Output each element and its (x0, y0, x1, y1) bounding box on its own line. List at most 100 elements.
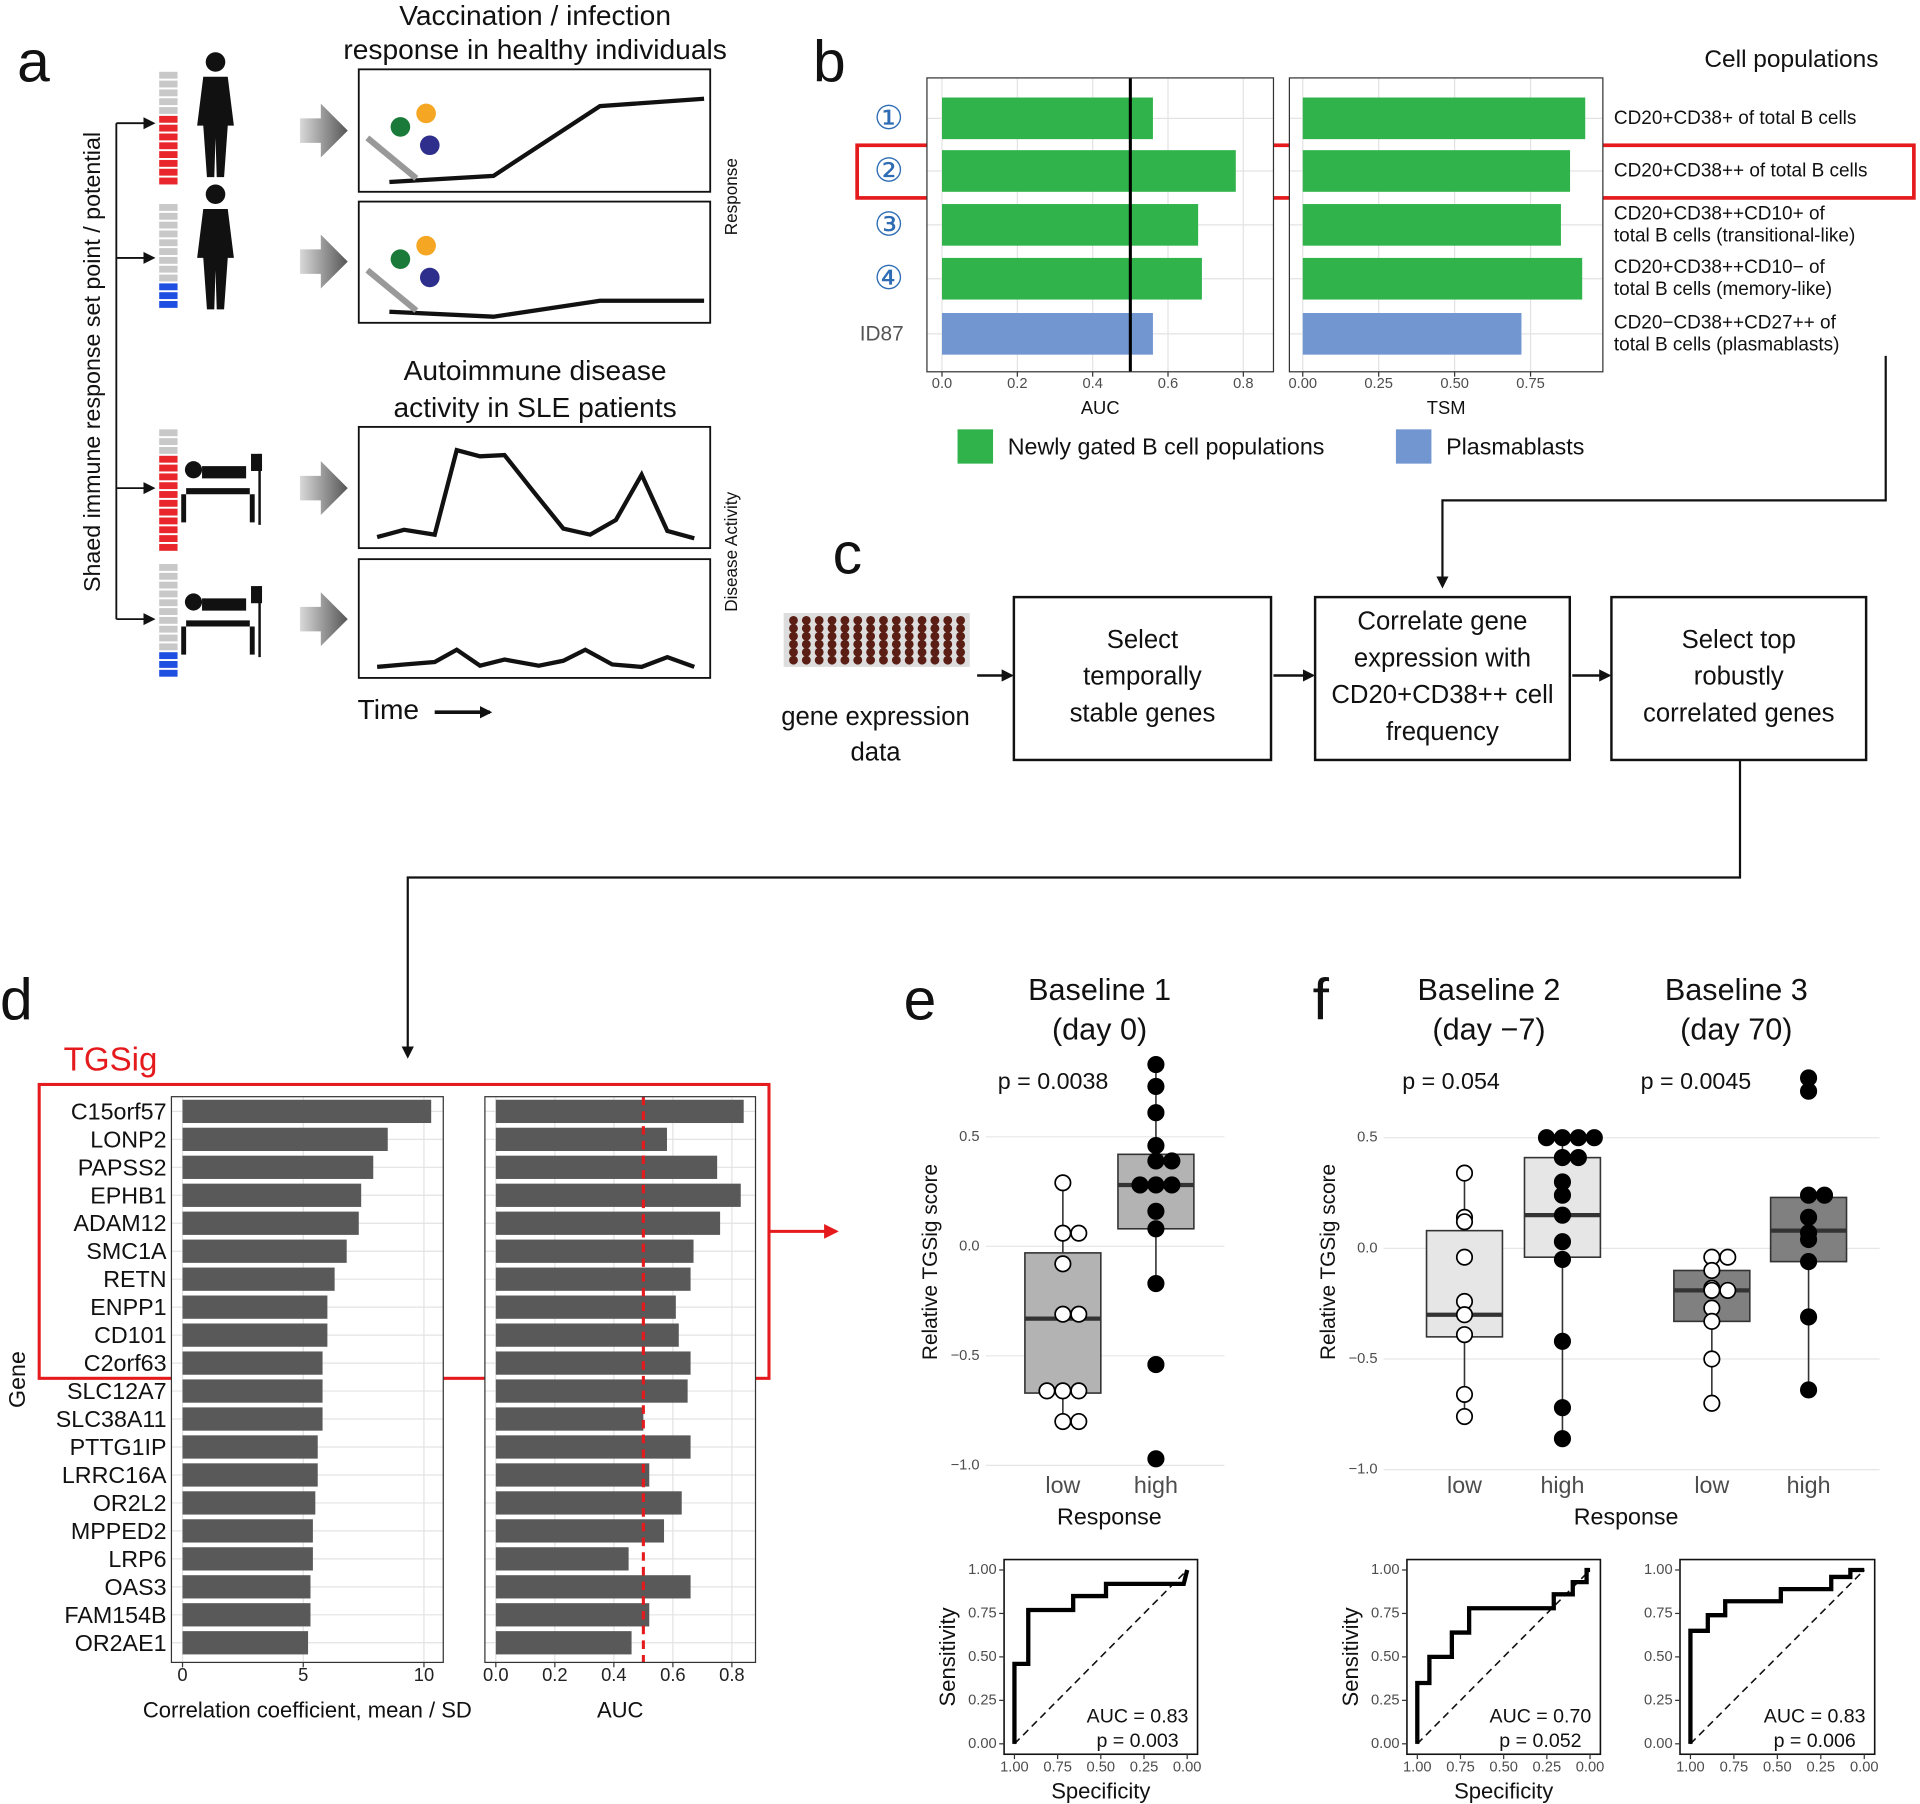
x-tick-label: 0.75 (1446, 1760, 1475, 1776)
bar (495, 1603, 650, 1627)
well (917, 647, 927, 657)
panel-label: d (0, 967, 33, 1032)
signature-label: TGSig (64, 1041, 158, 1078)
row-label: OAS3 (104, 1574, 166, 1600)
bar (182, 1183, 362, 1207)
x-tick-label: 0.50 (1489, 1760, 1518, 1776)
x-tick-label: 0.25 (1130, 1760, 1159, 1776)
bar (942, 204, 1199, 246)
point (1703, 1281, 1721, 1299)
well (814, 623, 824, 633)
color-cell (159, 491, 178, 498)
color-cell (159, 643, 178, 651)
well (879, 623, 888, 633)
bar (942, 313, 1153, 355)
illustration-boxes (357, 68, 712, 679)
color-cell (159, 581, 178, 589)
well (891, 623, 901, 633)
annotation: p = 0.006 (1774, 1730, 1856, 1752)
well (814, 615, 824, 625)
point (1799, 1208, 1818, 1226)
well (879, 647, 888, 657)
axis-title: Specificity (1454, 1778, 1553, 1803)
annotation: p = 0.054 (1402, 1068, 1500, 1094)
row-label: ENPP1 (90, 1294, 166, 1320)
bar (1302, 97, 1586, 140)
well (956, 623, 966, 633)
point (1569, 1149, 1587, 1167)
point (1070, 1305, 1088, 1323)
well (956, 655, 966, 665)
color-cell (159, 204, 178, 211)
y-tick-label: 0.75 (968, 1605, 997, 1621)
x-tick-label: 0 (177, 1664, 187, 1685)
color-cell (159, 543, 178, 551)
x-tick-label: high (1540, 1472, 1584, 1498)
bar (495, 1239, 694, 1263)
bar (1302, 257, 1583, 300)
y-tick-label: 0.00 (1371, 1736, 1400, 1752)
bar (495, 1547, 629, 1571)
color-cell (159, 115, 178, 123)
axis-title: Gene (4, 1351, 30, 1408)
plate-image (783, 613, 970, 667)
point (1147, 1055, 1165, 1074)
well (956, 639, 966, 649)
bar (495, 1631, 632, 1655)
point (1553, 1233, 1572, 1251)
title: Baseline 1 (1028, 973, 1171, 1007)
well (891, 655, 901, 665)
y-tick-label: 0.0 (959, 1238, 979, 1254)
well (956, 631, 966, 641)
point (1054, 1255, 1072, 1273)
color-cell (159, 283, 178, 291)
well (904, 631, 914, 641)
plot-border (926, 77, 1275, 373)
step-text: frequency (1386, 718, 1499, 746)
well (840, 647, 850, 657)
row-label: CD101 (94, 1322, 166, 1348)
row-label: FAM154B (64, 1602, 166, 1628)
row-label: ④ (874, 260, 904, 297)
bar (495, 1267, 691, 1291)
x-tick-label: 1.00 (1000, 1760, 1029, 1776)
bar (495, 1099, 744, 1124)
chance-line (1689, 1569, 1865, 1745)
well (879, 655, 888, 665)
color-cell (159, 599, 178, 607)
point (1147, 1450, 1165, 1468)
well (891, 647, 901, 657)
well (904, 639, 914, 649)
color-cell (159, 572, 178, 580)
point (1038, 1382, 1056, 1400)
point (1537, 1129, 1556, 1147)
well (801, 639, 811, 649)
bar (942, 257, 1202, 300)
well (917, 615, 927, 625)
x-tick-label: 0.50 (1763, 1760, 1792, 1776)
well (789, 623, 798, 633)
color-cell (159, 274, 178, 282)
y-tick-label: 0.50 (1371, 1649, 1400, 1665)
well (827, 647, 837, 657)
color-cell (159, 168, 178, 176)
y-tick-label: −1.0 (1349, 1462, 1378, 1478)
point (1553, 1332, 1572, 1350)
annotation: AUC = 0.70 (1490, 1705, 1592, 1727)
x-tick-label: low (1447, 1472, 1482, 1498)
row-label: LONP2 (90, 1126, 166, 1152)
point (1553, 1250, 1572, 1268)
bar (182, 1407, 323, 1431)
color-cell (159, 634, 178, 642)
well (930, 615, 940, 625)
axis-title: Response (1574, 1504, 1679, 1530)
well (814, 655, 824, 665)
well (917, 639, 927, 649)
well (853, 647, 863, 657)
flow-arrow (401, 759, 1742, 1059)
well (866, 639, 876, 649)
point (1147, 1152, 1165, 1170)
well (789, 655, 798, 665)
chance-line (1013, 1569, 1188, 1745)
